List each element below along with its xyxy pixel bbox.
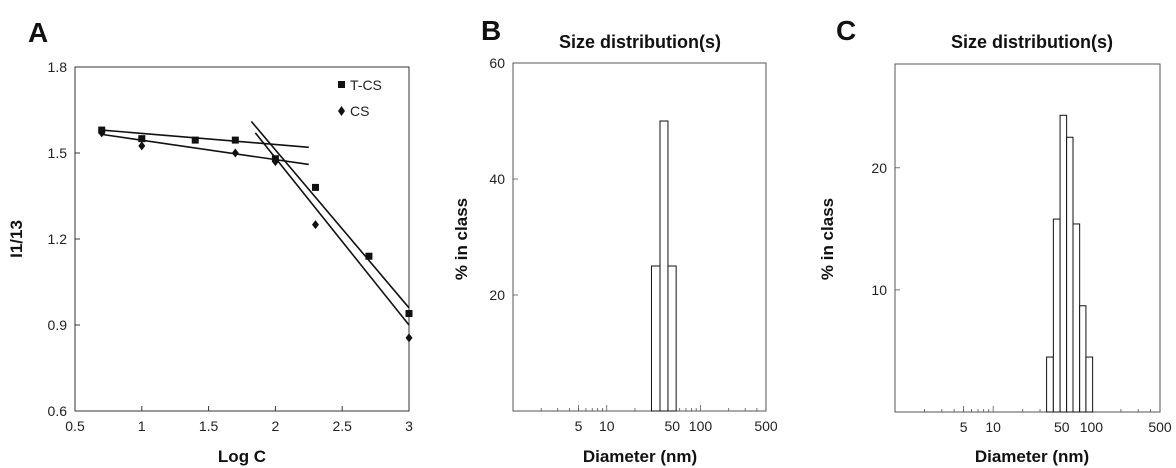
- panel-a-fit-line-cs: [254, 132, 410, 326]
- panel-c-x-tick-label: 500: [1148, 419, 1172, 435]
- panel-a-point-cs: [271, 157, 279, 167]
- panel-b-y-tick-label: 20: [489, 287, 505, 303]
- panel-a-y-tick-label: 0.9: [48, 317, 68, 333]
- panel-b-histogram-bar: [667, 265, 677, 412]
- panel-a-point-t-cs: [405, 310, 413, 318]
- panel-a-x-tick-label: 3: [405, 418, 413, 434]
- panel-a-point-cs: [138, 141, 146, 151]
- panel-a-point-t-cs: [138, 135, 146, 143]
- panel-a-point-cs: [405, 333, 413, 343]
- panel-c-histogram-bar: [1066, 136, 1074, 413]
- panel-b: B Size distribution(s) 5 10 50 100 500 20 40 60…: [452, 15, 778, 466]
- panel-a-x-tick-label: 1.5: [199, 418, 219, 434]
- panel-a-x-tick-label: 2.5: [332, 418, 352, 434]
- panel-c-x-tick-label: 10: [985, 419, 1001, 435]
- panel-a-x-tick-label: 0.5: [65, 418, 85, 434]
- panel-c-x-tick-label: 100: [1080, 419, 1104, 435]
- panel-a-point-t-cs: [231, 136, 239, 144]
- panel-a-y-tick-label: 0.6: [48, 403, 68, 419]
- panel-b-y-tick-label: 40: [489, 171, 505, 187]
- legend-label: T-CS: [350, 77, 382, 93]
- panel-c-histogram-bar: [1085, 356, 1094, 413]
- legend-marker-diamond: [338, 106, 345, 116]
- panel-a-x-tick-label: 1: [138, 418, 146, 434]
- panel-b-x-tick-label: 5: [575, 418, 583, 434]
- panel-a-y-axis-title: I1/13: [7, 220, 26, 258]
- panel-b-x-tick-label: 500: [754, 418, 778, 434]
- panel-c-histogram-bar: [1059, 114, 1068, 413]
- panel-c-y-axis-title: % in class: [818, 198, 837, 280]
- panel-b-plot-area: [512, 62, 767, 412]
- panel-a-x-axis-title: Log C: [218, 447, 266, 466]
- panel-b-x-tick-label: 10: [599, 418, 615, 434]
- panel-c-histogram-bar: [1079, 305, 1087, 413]
- panel-c-plot-area: [894, 63, 1161, 413]
- panel-c-y-tick-label: 20: [871, 160, 887, 176]
- legend-label: CS: [350, 103, 369, 119]
- panel-letter-a: A: [28, 17, 48, 48]
- panel-a-point-cs: [98, 128, 106, 138]
- panel-a-y-tick-label: 1.5: [48, 145, 68, 161]
- panel-b-y-axis-title: % in class: [452, 198, 471, 280]
- panel-b-x-tick-label: 50: [664, 418, 680, 434]
- panel-a-point-t-cs: [311, 183, 319, 191]
- panel-a-fit-line-t-cs: [101, 129, 309, 149]
- panel-c-x-tick-label: 50: [1054, 419, 1070, 435]
- panel-a-point-t-cs: [365, 252, 373, 260]
- panel-c-histogram-bar: [1052, 218, 1061, 413]
- panel-c: C Size distribution(s) 5 10 50 100 500 10 20 D…: [818, 15, 1172, 466]
- panel-a: A 0.5 1 1.5 2 2.5 3 0.6 0.9 1.2 1.5 1.8 T-CS CS Log…: [7, 17, 413, 466]
- panel-c-histogram-bar: [1046, 356, 1054, 413]
- panel-a-point-cs: [311, 220, 319, 230]
- panel-letter-b: B: [481, 15, 501, 46]
- panel-c-x-tick-label: 5: [960, 419, 968, 435]
- panel-b-y-tick-label: 60: [489, 55, 505, 71]
- panel-b-chart-title: Size distribution(s): [559, 32, 721, 52]
- panel-a-y-tick-label: 1.2: [48, 231, 68, 247]
- panel-c-chart-title: Size distribution(s): [951, 32, 1113, 52]
- panel-a-point-cs: [231, 148, 239, 158]
- panel-a-point-t-cs: [191, 136, 199, 144]
- panel-letter-c: C: [836, 15, 856, 46]
- panel-c-histogram-bar: [1072, 223, 1081, 413]
- panel-a-y-tick-label: 1.8: [48, 59, 68, 75]
- panel-c-x-axis-title: Diameter (nm): [975, 447, 1089, 466]
- panel-b-x-tick-label: 100: [689, 418, 713, 434]
- legend-marker-square: [338, 81, 345, 88]
- panel-c-y-tick-label: 10: [871, 282, 887, 298]
- panel-b-x-axis-title: Diameter (nm): [583, 447, 697, 466]
- panel-b-histogram-bar: [650, 265, 661, 412]
- panel-a-fit-line-t-cs: [250, 120, 410, 309]
- panel-a-x-tick-label: 2: [272, 418, 280, 434]
- panel-b-histogram-bar: [659, 120, 669, 412]
